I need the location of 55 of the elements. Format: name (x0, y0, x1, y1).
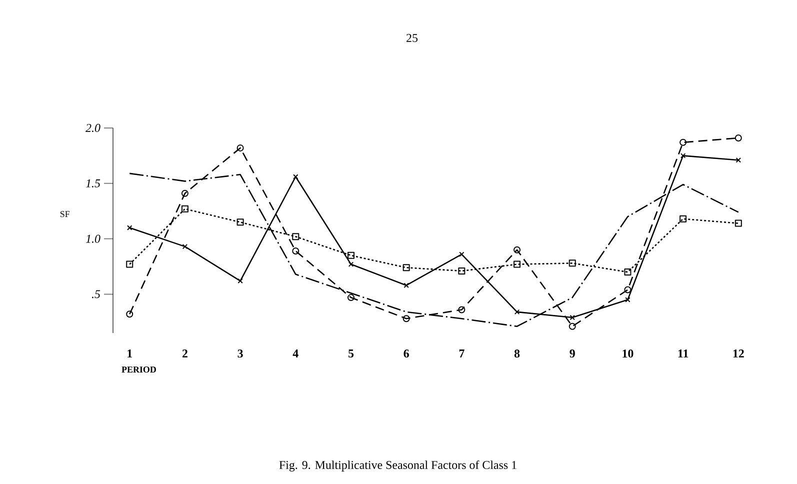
point (734, 220, 742, 227)
point (404, 282, 409, 288)
x-tick-label: 3 (238, 350, 243, 358)
point (459, 252, 464, 257)
point (126, 225, 132, 230)
x-axis-title: PERIOD (122, 366, 156, 373)
point (568, 322, 576, 330)
x-tick-label: 9 (570, 350, 575, 358)
x-tick-label: 7 (459, 350, 464, 358)
point (238, 278, 243, 284)
point (293, 174, 298, 180)
point (181, 190, 188, 197)
y-tick-label: 2.0 (86, 124, 100, 132)
point (570, 314, 575, 320)
y-tick-label: .5 (92, 290, 100, 298)
point (292, 233, 300, 240)
point (236, 218, 244, 226)
point (734, 134, 742, 142)
point (458, 267, 466, 274)
x-tick-label: 10 (622, 350, 634, 358)
point (625, 297, 630, 302)
y-tick-label: 1.0 (86, 234, 100, 243)
point (568, 260, 576, 267)
point (347, 252, 354, 259)
point (347, 294, 354, 302)
point (624, 286, 632, 294)
text: 25 (406, 34, 418, 42)
point (514, 246, 521, 254)
point (182, 244, 188, 250)
point (458, 306, 466, 314)
x-tick-label: 2 (182, 350, 188, 358)
point (402, 264, 410, 272)
point (236, 144, 244, 152)
point (292, 247, 300, 254)
x-tick-label: 11 (678, 350, 688, 358)
y-tick-label: 1.5 (86, 179, 100, 188)
point (514, 309, 520, 315)
point (181, 205, 188, 212)
x-tick-label: 6 (404, 350, 409, 358)
point (624, 268, 632, 276)
point (126, 260, 134, 268)
point (348, 262, 354, 267)
y-axis-title: SF (60, 211, 70, 218)
point (514, 260, 521, 268)
x-tick-label: 12 (733, 350, 744, 358)
x-tick-label: 4 (292, 350, 298, 358)
x-tick-label: 8 (514, 350, 520, 358)
point (680, 215, 687, 222)
point (680, 138, 687, 146)
x-tick-label: 1 (128, 350, 132, 358)
point (126, 310, 134, 318)
text: Fig. 9. Multiplicative Seasonal Factors of Class 1 (279, 460, 516, 472)
x-tick-label: 5 (348, 350, 354, 358)
point (680, 153, 686, 158)
point (402, 315, 410, 322)
